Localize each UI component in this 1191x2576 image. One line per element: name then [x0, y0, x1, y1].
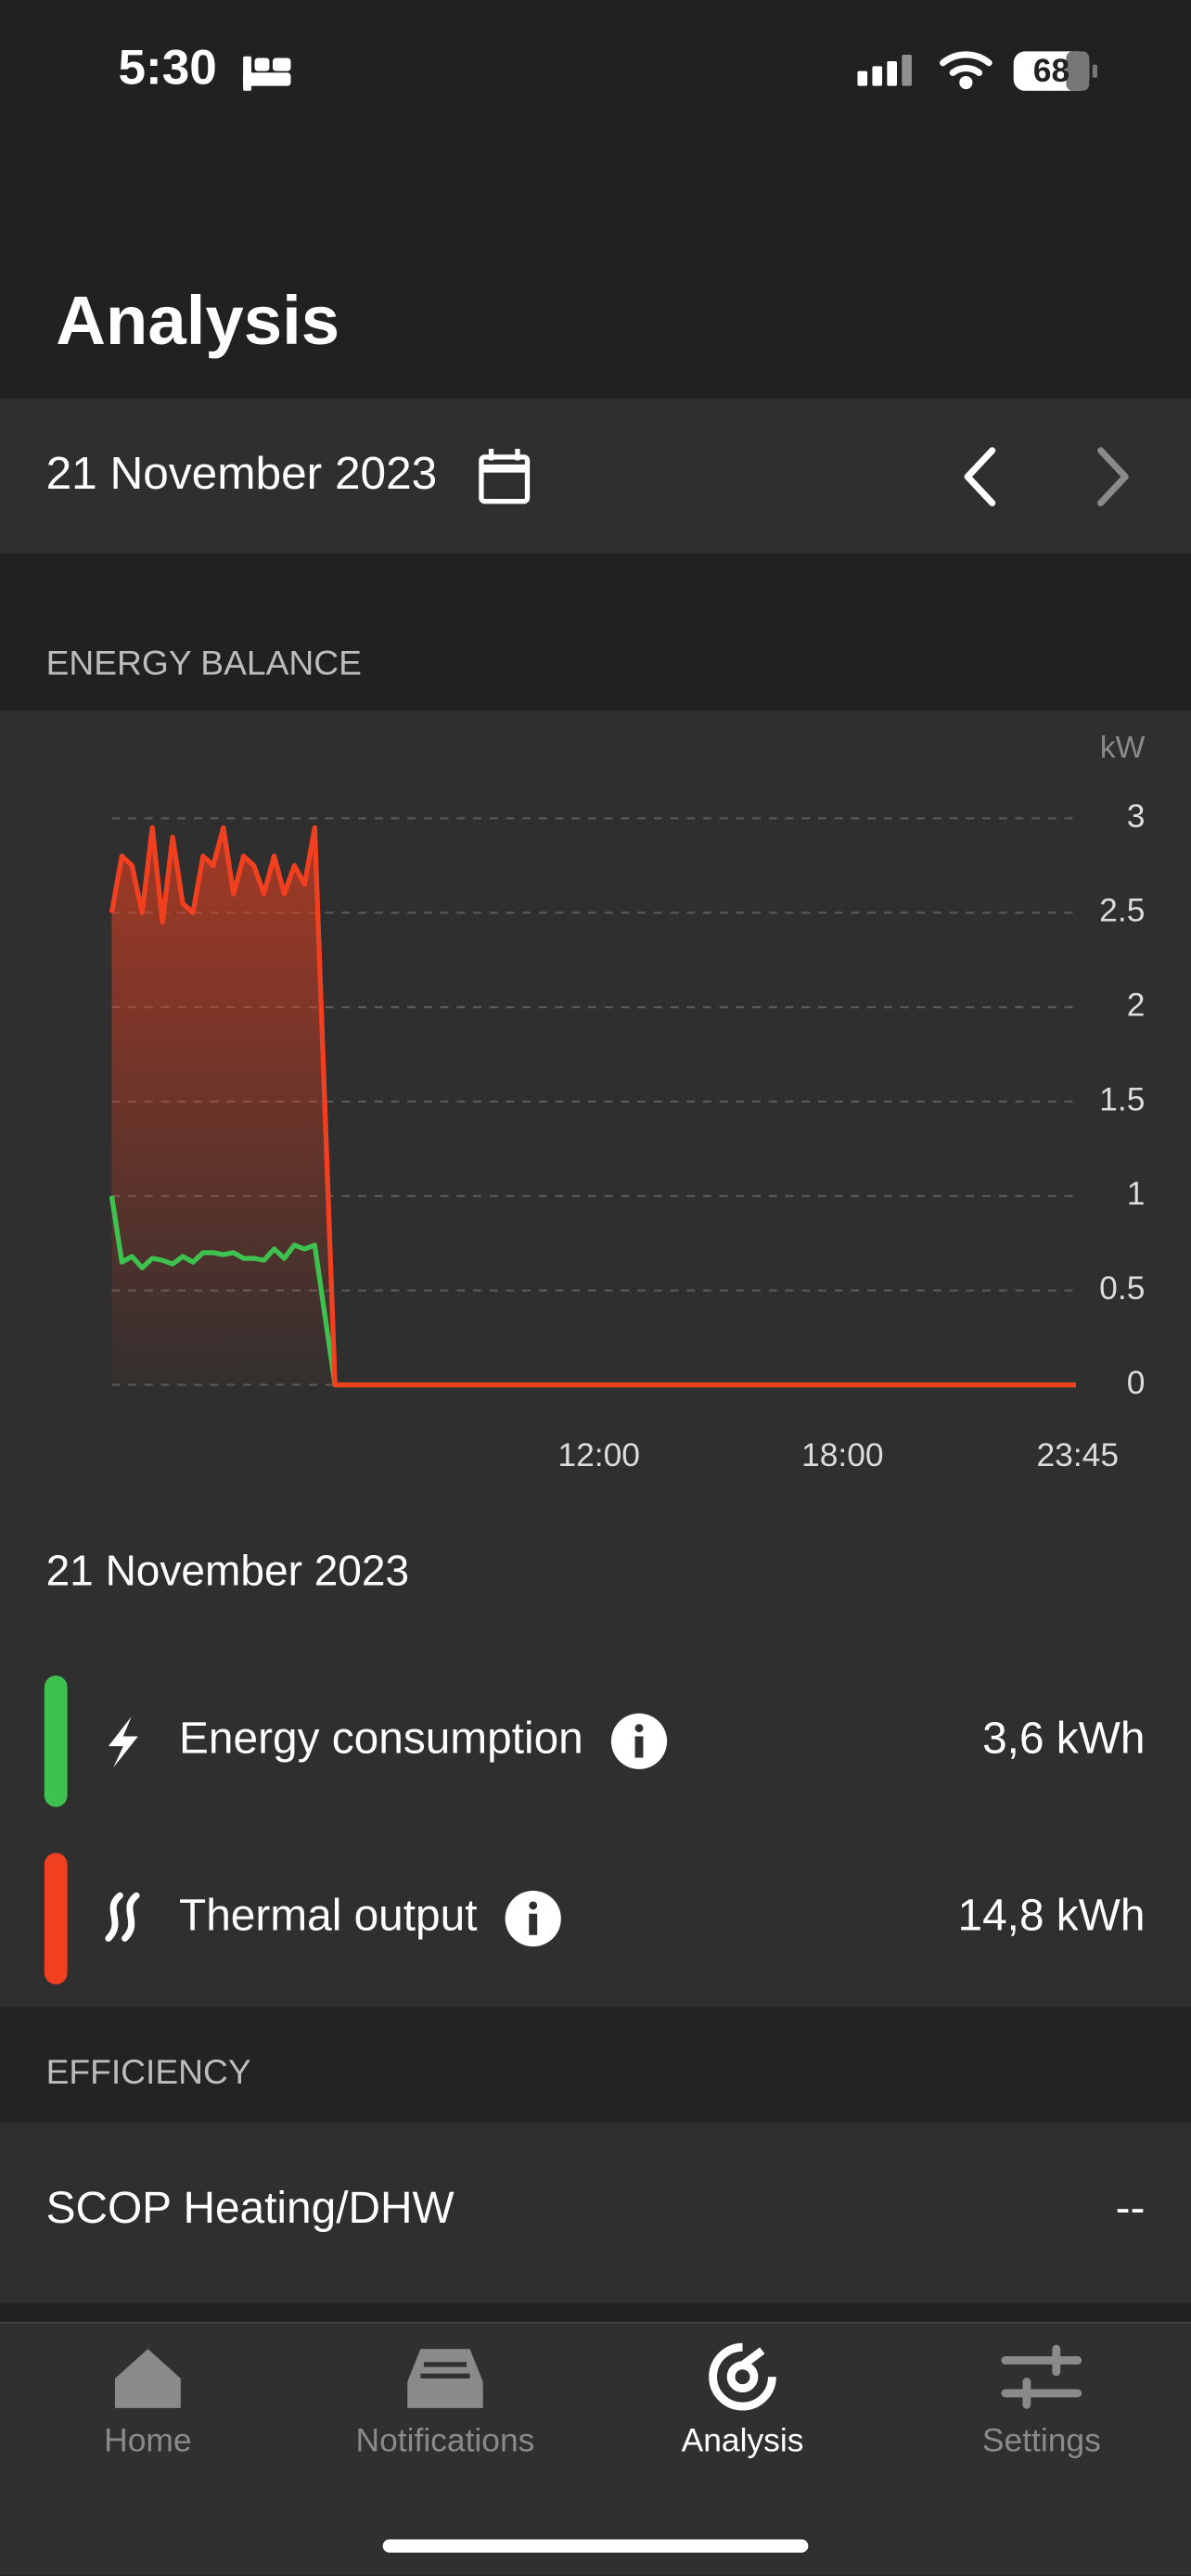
y-tick-label: 3	[1127, 797, 1146, 835]
legend: Energy consumption Thermal output	[44, 1675, 668, 1984]
section-header	[0, 2007, 1191, 2123]
notifications-icon[interactable]	[407, 2349, 483, 2408]
y-tick-label: 0	[1127, 1364, 1146, 1401]
y-tick-label: 0.5	[1099, 1269, 1145, 1307]
y-tick-label: 2.5	[1099, 892, 1145, 929]
page-title: Analysis	[56, 282, 339, 359]
heat-icon	[105, 1892, 140, 1942]
wifi-icon	[940, 51, 992, 90]
legend-swatch	[44, 1675, 68, 1807]
info-dot	[529, 1901, 538, 1910]
x-tick-label: 12:00	[557, 1436, 640, 1473]
selected-date: 21 November 2023	[46, 447, 438, 499]
energy-icon	[108, 1716, 138, 1768]
tab-label[interactable]: Home	[104, 2421, 191, 2458]
x-tick-label: 23:45	[1036, 1436, 1119, 1473]
legend-label: Energy consumption	[179, 1714, 583, 1763]
y-tick-label: 1	[1127, 1175, 1146, 1212]
battery: 68	[1013, 51, 1098, 91]
tab-bar	[0, 2322, 1191, 2576]
series-line	[109, 1195, 1077, 1388]
x-tick-label: 18:00	[801, 1436, 884, 1473]
thermal-total: 14,8 kWh	[958, 1892, 1146, 1941]
calendar-button[interactable]	[479, 449, 531, 504]
y-tick-label: 2	[1127, 987, 1146, 1024]
tab-label[interactable]: Analysis	[682, 2421, 804, 2458]
previous-day-button[interactable]	[964, 447, 996, 506]
analysis-icon[interactable]	[709, 2342, 776, 2411]
settings-icon[interactable]	[1001, 2344, 1082, 2409]
signal-icon	[857, 54, 912, 86]
section-title: EFFICIENCY	[46, 2052, 251, 2091]
chart: 0 0.5 1 1.5 2 2.5 3 12:00 18:00 23:45	[109, 797, 1146, 1473]
date-bar	[0, 398, 1191, 555]
efficiency-row	[0, 2122, 1191, 2303]
info-dot	[634, 1724, 644, 1733]
series-line	[109, 825, 1077, 1388]
summary-date: 21 November 2023	[46, 1546, 410, 1594]
status-time: 5:30	[119, 41, 217, 96]
home-indicator	[382, 2539, 809, 2553]
efficiency-value: --	[1116, 2184, 1146, 2233]
section-title: ENERGY BALANCE	[46, 644, 362, 682]
y-tick-label: 1.5	[1099, 1080, 1145, 1117]
info-button[interactable]	[610, 1713, 668, 1769]
y-axis-unit: kW	[1100, 731, 1146, 765]
area	[111, 827, 1077, 1385]
next-day-button[interactable]	[1097, 447, 1129, 506]
battery-level: 68	[1033, 52, 1069, 89]
home-icon[interactable]	[114, 2349, 181, 2408]
info-bar	[634, 1736, 644, 1758]
info-bar	[529, 1913, 538, 1935]
energy-total: 3,6 kWh	[982, 1714, 1145, 1763]
tab-label[interactable]: Settings	[982, 2421, 1101, 2458]
legend-swatch	[44, 1853, 68, 1984]
legend-label: Thermal output	[179, 1892, 477, 1941]
efficiency-label: SCOP Heating/DHW	[46, 2184, 455, 2233]
info-button[interactable]	[505, 1890, 561, 1947]
tab-label[interactable]: Notifications	[356, 2421, 535, 2458]
sleep-icon	[243, 56, 291, 91]
